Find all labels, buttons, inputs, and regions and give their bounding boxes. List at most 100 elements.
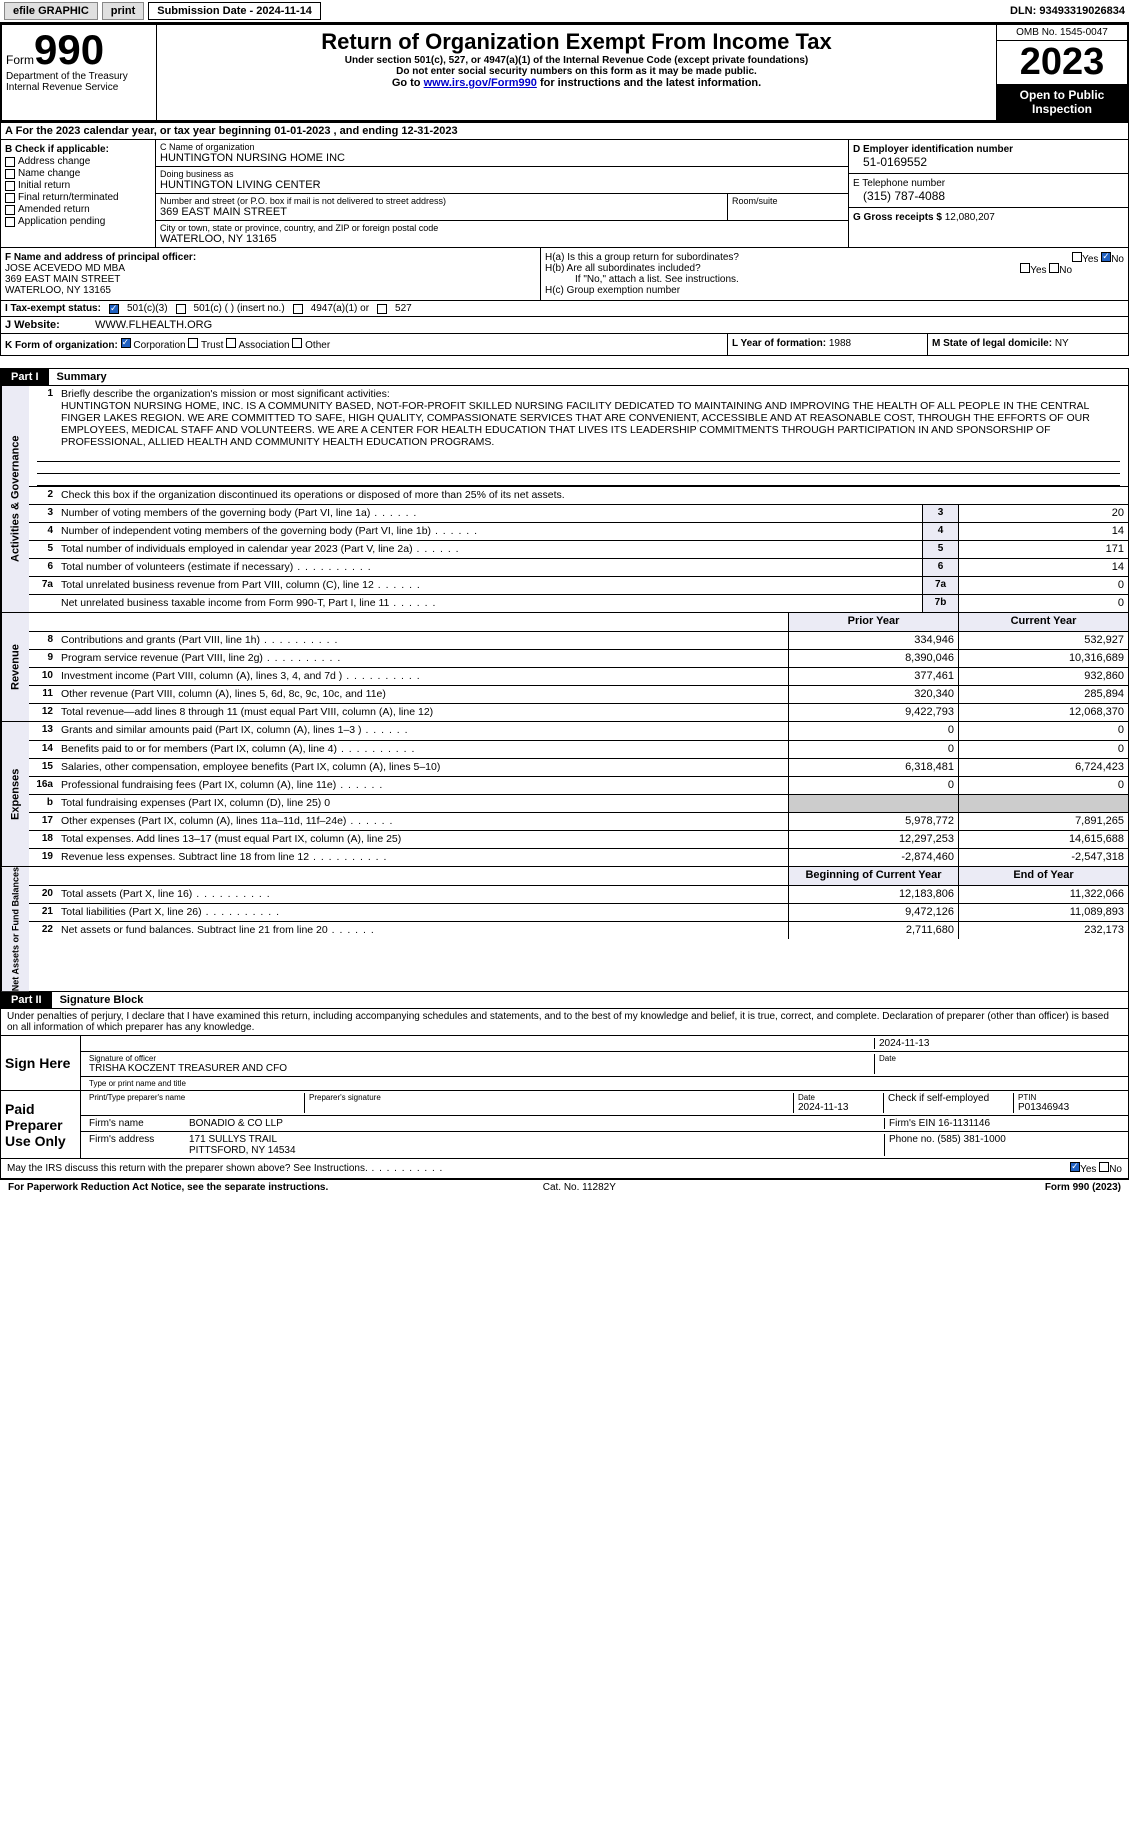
cy22: 232,173 xyxy=(958,922,1128,939)
Hc-label: H(c) Group exemption number xyxy=(545,285,1124,296)
goto-pre: Go to xyxy=(392,77,424,89)
Hb-label: H(b) Are all subordinates included? xyxy=(545,263,701,274)
gross-receipts: 12,080,207 xyxy=(945,212,995,223)
chk-501c[interactable] xyxy=(176,304,186,314)
firm-addr2: PITTSFORD, NY 14534 xyxy=(189,1145,296,1156)
goto-post: for instructions and the latest informat… xyxy=(537,77,761,89)
chk-discuss-yes[interactable] xyxy=(1070,1162,1080,1172)
Ha-label: H(a) Is this a group return for subordin… xyxy=(545,252,739,263)
chk-assoc[interactable] xyxy=(226,338,236,348)
form-subtitle-2: Do not enter social security numbers on … xyxy=(161,66,992,77)
chk-4947[interactable] xyxy=(293,304,303,314)
side-revenue: Revenue xyxy=(1,613,29,721)
firm-addr1: 171 SULLYS TRAIL xyxy=(189,1134,277,1145)
line-A: A For the 2023 calendar year, or tax yea… xyxy=(0,123,1129,140)
chk-final[interactable] xyxy=(5,193,15,203)
cy11: 285,894 xyxy=(958,686,1128,703)
chk-501c3[interactable] xyxy=(109,304,119,314)
website-row: J Website: WWW.FLHEALTH.ORG xyxy=(0,317,1129,334)
chk-trust[interactable] xyxy=(188,338,198,348)
py8: 334,946 xyxy=(788,632,958,649)
chk-discuss-no[interactable] xyxy=(1099,1162,1109,1172)
side-expenses: Expenses xyxy=(1,722,29,866)
C-name-label: C Name of organization xyxy=(160,142,844,152)
py15: 6,318,481 xyxy=(788,759,958,776)
efile-button[interactable]: efile GRAPHIC xyxy=(4,2,98,20)
entity-block: B Check if applicable: Address change Na… xyxy=(0,140,1129,248)
paperwork-notice: For Paperwork Reduction Act Notice, see … xyxy=(8,1182,328,1193)
top-bar: efile GRAPHIC print Submission Date - 20… xyxy=(0,0,1129,23)
cy13: 0 xyxy=(958,722,1128,740)
py18: 12,297,253 xyxy=(788,831,958,848)
v4: 14 xyxy=(958,523,1128,540)
I-label: I Tax-exempt status: xyxy=(5,303,101,314)
cy8: 532,927 xyxy=(958,632,1128,649)
tax-year: 2023 xyxy=(997,41,1127,84)
footer: For Paperwork Reduction Act Notice, see … xyxy=(0,1179,1129,1195)
street: 369 EAST MAIN STREET xyxy=(160,206,723,218)
G-label: G Gross receipts $ xyxy=(853,212,942,223)
v5: 171 xyxy=(958,541,1128,558)
cy14: 0 xyxy=(958,741,1128,758)
officer-name: JOSE ACEVEDO MD MBA xyxy=(5,263,536,274)
dba-label: Doing business as xyxy=(160,169,844,179)
K-label: K Form of organization: xyxy=(5,340,118,351)
mission: HUNTINGTON NURSING HOME, INC. IS A COMMU… xyxy=(61,400,1090,448)
chk-hb-yes[interactable] xyxy=(1020,263,1030,273)
netassets-block: Net Assets or Fund Balances Beginning of… xyxy=(0,867,1129,992)
chk-address[interactable] xyxy=(5,157,15,167)
py22: 2,711,680 xyxy=(788,922,958,939)
year-formation: 1988 xyxy=(829,338,851,349)
v7b: 0 xyxy=(958,595,1128,612)
cy9: 10,316,689 xyxy=(958,650,1128,667)
part1-title: Summary xyxy=(49,369,115,385)
py9: 8,390,046 xyxy=(788,650,958,667)
sign-here-block: Sign Here 2024-11-13 Signature of office… xyxy=(0,1036,1129,1091)
K-row: K Form of organization: Corporation Trus… xyxy=(0,334,1129,356)
dba-name: HUNTINGTON LIVING CENTER xyxy=(160,179,844,191)
part1-header: Part I xyxy=(1,369,49,385)
E-label: E Telephone number xyxy=(853,178,1124,189)
py16a: 0 xyxy=(788,777,958,794)
v6: 14 xyxy=(958,559,1128,576)
py19: -2,874,460 xyxy=(788,849,958,866)
chk-corp[interactable] xyxy=(121,338,131,348)
chk-ha-no[interactable] xyxy=(1101,252,1111,262)
open-inspection: Open to Public Inspection xyxy=(997,84,1127,120)
chk-ha-yes[interactable] xyxy=(1072,252,1082,262)
py11: 320,340 xyxy=(788,686,958,703)
form990-link[interactable]: www.irs.gov/Form990 xyxy=(424,77,537,89)
website: WWW.FLHEALTH.ORG xyxy=(95,319,212,331)
revenue-block: Revenue Prior YearCurrent Year 8Contribu… xyxy=(0,613,1129,722)
py20: 12,183,806 xyxy=(788,886,958,903)
chk-527[interactable] xyxy=(377,304,387,314)
city: WATERLOO, NY 13165 xyxy=(160,233,844,245)
cat-no: Cat. No. 11282Y xyxy=(543,1182,616,1193)
chk-other[interactable] xyxy=(292,338,302,348)
cy17: 7,891,265 xyxy=(958,813,1128,830)
print-button[interactable]: print xyxy=(102,2,144,20)
chk-amended[interactable] xyxy=(5,205,15,215)
chk-name[interactable] xyxy=(5,169,15,179)
ptin: P01346943 xyxy=(1018,1102,1120,1113)
py14: 0 xyxy=(788,741,958,758)
chk-application[interactable] xyxy=(5,217,15,227)
v3: 20 xyxy=(958,505,1128,522)
side-netassets: Net Assets or Fund Balances xyxy=(1,867,29,991)
org-name: HUNTINGTON NURSING HOME INC xyxy=(160,152,844,164)
chk-initial[interactable] xyxy=(5,181,15,191)
form-word: Form xyxy=(6,53,34,67)
chk-hb-no[interactable] xyxy=(1049,263,1059,273)
room-label: Room/suite xyxy=(732,196,844,206)
sig-date: 2024-11-13 xyxy=(874,1038,1124,1049)
phone: (315) 787-4088 xyxy=(853,189,1124,203)
activities-governance: Activities & Governance 1Briefly describ… xyxy=(0,386,1129,613)
expenses-block: Expenses 13Grants and similar amounts pa… xyxy=(0,722,1129,867)
part2-header: Part II xyxy=(1,992,52,1008)
py17: 5,978,772 xyxy=(788,813,958,830)
v7a: 0 xyxy=(958,577,1128,594)
cy10: 932,860 xyxy=(958,668,1128,685)
py10: 377,461 xyxy=(788,668,958,685)
irs-label: Internal Revenue Service xyxy=(6,82,152,93)
dln: DLN: 93493319026834 xyxy=(1010,5,1125,17)
